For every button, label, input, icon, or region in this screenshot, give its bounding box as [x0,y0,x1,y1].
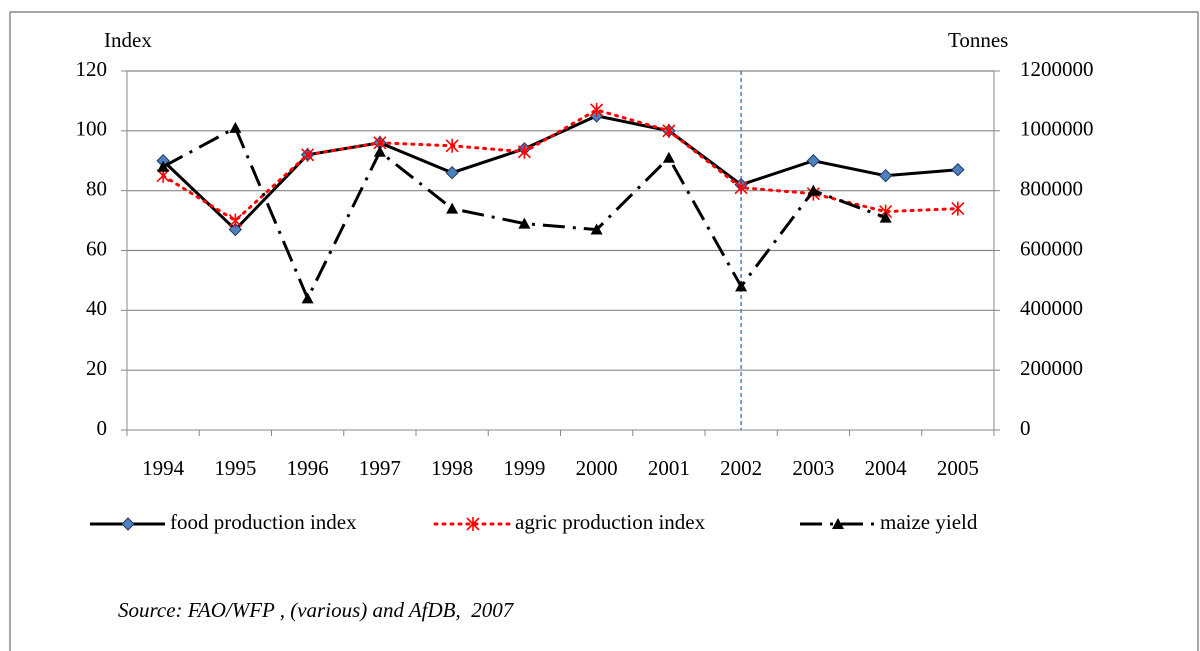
data-point [807,184,820,196]
y-tick-label: 120 [76,57,108,81]
data-point [229,121,242,133]
y2-tick-label: 200000 [1020,356,1083,380]
legend-label: agric production index [515,510,706,534]
data-point [951,201,965,216]
data-point [301,147,315,162]
y2-tick-label: 1200000 [1020,57,1094,81]
y2-tick-label: 800000 [1020,176,1083,200]
y-tick-label: 100 [76,117,108,141]
data-point [735,280,748,292]
data-point [445,166,459,180]
data-point [590,102,604,117]
y2-tick-label: 1000000 [1020,117,1094,141]
data-point [734,180,748,195]
x-tick-label: 2003 [792,456,834,480]
series-line [162,125,887,302]
data-point [518,217,531,229]
x-tick-label: 2002 [720,456,762,480]
data-point [879,211,892,223]
data-point [806,154,821,168]
data-point [445,138,459,153]
legend-marker [832,518,844,529]
legend-marker [121,517,135,531]
data-point [517,144,531,159]
data-point [951,163,965,177]
data-point [662,151,675,163]
series-line [161,108,960,223]
x-tick-label: 1996 [287,456,329,480]
data-point [590,223,603,235]
y2-tick-label: 0 [1020,416,1031,440]
y2-axis-title: Tonnes [948,28,1008,52]
data-point [373,145,386,157]
y-tick-label: 60 [86,236,107,260]
x-tick-label: 1995 [214,456,256,480]
x-tick-label: 2000 [576,456,618,480]
data-point [157,160,170,172]
x-tick-label: 1994 [142,456,185,480]
x-tick-label: 2001 [648,456,690,480]
source-note: Source: FAO/WFP , (various) and AfDB, 20… [118,598,515,622]
y-tick-label: 0 [97,416,108,440]
y-tick-label: 40 [86,296,107,320]
y-tick-label: 80 [86,176,107,200]
y-tick-label: 20 [86,356,107,380]
legend-label: food production index [170,510,357,534]
y2-tick-label: 600000 [1020,236,1083,260]
data-point [446,202,459,214]
x-tick-label: 2004 [865,456,908,480]
data-point [228,213,242,228]
x-tick-label: 1998 [431,456,473,480]
x-tick-label: 1999 [503,456,545,480]
legend-label: maize yield [880,510,978,534]
x-tick-label: 2005 [937,456,979,480]
y-axis-title: Index [104,28,152,52]
legend-marker [466,517,480,531]
series-line [162,114,958,232]
data-point [878,169,893,183]
data-point [662,123,676,138]
data-point [228,222,243,237]
x-tick-label: 1997 [359,456,401,480]
data-point [301,292,314,304]
y2-tick-label: 400000 [1020,296,1083,320]
